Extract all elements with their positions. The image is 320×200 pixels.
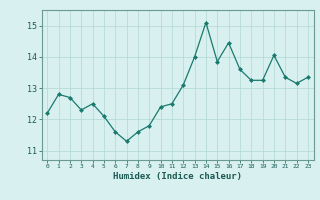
X-axis label: Humidex (Indice chaleur): Humidex (Indice chaleur) xyxy=(113,172,242,181)
